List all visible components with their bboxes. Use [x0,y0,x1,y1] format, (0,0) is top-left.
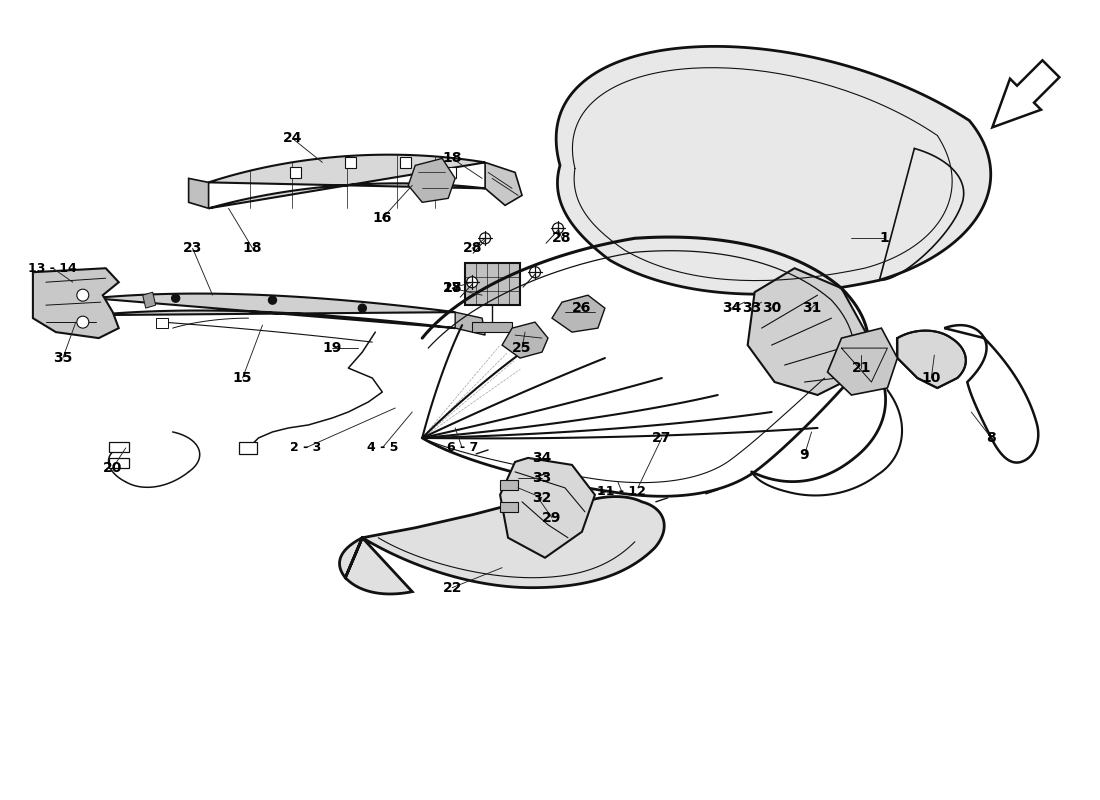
Text: 31: 31 [802,301,822,315]
Text: 17: 17 [442,281,462,295]
Circle shape [77,316,89,328]
Polygon shape [209,154,485,208]
Polygon shape [502,322,548,358]
Text: 22: 22 [442,581,462,594]
Text: 34: 34 [532,451,552,465]
Bar [109,442,129,452]
Bar [500,502,518,512]
Text: 4 - 5: 4 - 5 [366,442,398,454]
Polygon shape [992,60,1059,127]
Text: 2 - 3: 2 - 3 [289,442,321,454]
Text: 6 - 7: 6 - 7 [447,442,477,454]
Polygon shape [66,295,92,315]
Polygon shape [188,178,209,208]
Circle shape [466,277,477,288]
Text: 29: 29 [542,510,562,525]
Polygon shape [92,294,455,328]
Bar [290,167,301,178]
Text: 20: 20 [103,461,122,475]
Text: 32: 32 [532,491,552,505]
Text: 24: 24 [283,131,302,146]
Text: 18: 18 [243,242,262,255]
Polygon shape [557,46,991,294]
Polygon shape [408,158,455,202]
Circle shape [77,289,89,301]
Text: 11 - 12: 11 - 12 [597,486,647,498]
Bar [500,480,518,490]
Bar [239,442,256,454]
Bar [444,167,455,178]
Text: 16: 16 [373,211,392,226]
Text: 28: 28 [462,242,482,255]
Polygon shape [827,328,898,395]
Circle shape [268,296,276,304]
Text: 27: 27 [652,431,671,445]
Text: 21: 21 [851,361,871,375]
Polygon shape [33,268,119,338]
Text: 23: 23 [183,242,202,255]
Text: 30: 30 [762,301,781,315]
Text: 28: 28 [552,231,572,246]
Text: 26: 26 [572,301,592,315]
Polygon shape [340,497,664,594]
Polygon shape [485,162,522,206]
Text: 34: 34 [722,301,741,315]
Text: 10: 10 [922,371,940,385]
Text: 33: 33 [532,471,551,485]
Text: 35: 35 [53,351,73,365]
Text: 25: 25 [513,341,531,355]
Polygon shape [143,292,156,308]
Text: 13 - 14: 13 - 14 [29,262,77,274]
Polygon shape [944,325,1038,462]
Polygon shape [455,312,485,335]
Text: 8: 8 [987,431,997,445]
Circle shape [480,233,491,244]
Polygon shape [898,330,966,388]
Text: 28: 28 [442,281,462,295]
Bar [465,263,520,305]
Circle shape [359,304,366,312]
Text: 15: 15 [233,371,252,385]
Text: 18: 18 [442,151,462,166]
Bar [399,157,410,168]
Text: 33: 33 [742,301,761,315]
Circle shape [529,266,540,278]
Circle shape [552,223,563,234]
Polygon shape [500,458,595,558]
Text: 19: 19 [322,341,342,355]
Polygon shape [472,322,513,332]
Text: 1: 1 [880,231,889,246]
Bar [156,318,167,328]
Bar [345,157,355,168]
Polygon shape [748,268,874,395]
Text: 9: 9 [800,448,810,462]
Polygon shape [552,295,605,332]
Bar [109,458,129,468]
Circle shape [172,294,179,302]
